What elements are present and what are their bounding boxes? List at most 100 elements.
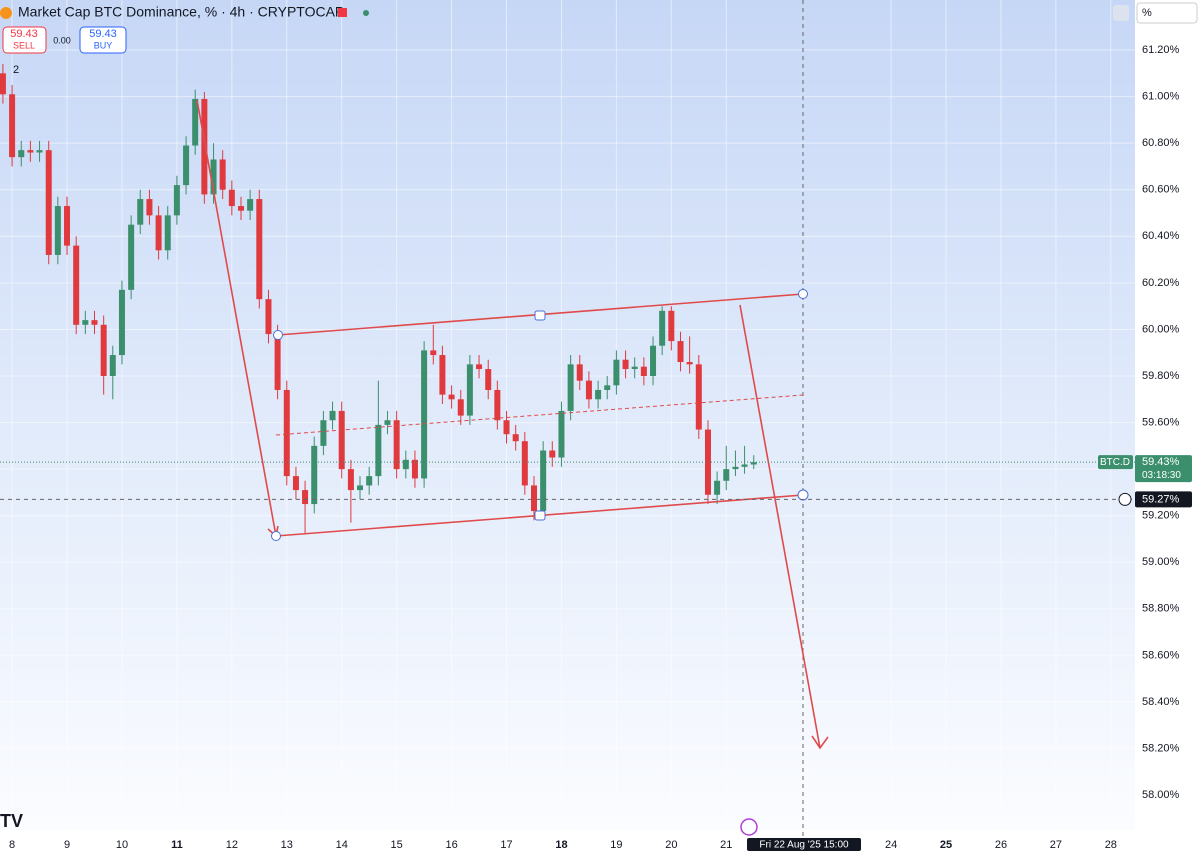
candle-body	[109, 355, 116, 377]
flag-icon[interactable]	[338, 8, 347, 17]
crosshair-price-label: 59.27%	[1142, 493, 1180, 505]
candle-body	[686, 362, 693, 365]
x-tick-label: 9	[64, 839, 70, 851]
candle-body	[219, 159, 226, 190]
header: Market Cap BTC Dominance, % · 4h · CRYPT…	[0, 2, 1198, 836]
candle-body	[485, 369, 492, 390]
candle-body	[302, 490, 309, 505]
x-tick-label: 18	[555, 839, 567, 851]
handle[interactable]	[273, 330, 283, 340]
symbol-icon	[0, 7, 12, 19]
y-tick-label: 58.80%	[1142, 603, 1180, 615]
candle-body	[238, 206, 245, 211]
overlay: 61.20% 61.00% 60.80% 60.60% 60.40% 60.20% 60.0…	[0, 44, 1192, 851]
time-axis	[0, 830, 1200, 851]
x-tick-label: 21	[720, 839, 732, 851]
grid	[0, 0, 1135, 830]
handle[interactable]	[534, 310, 546, 321]
handle[interactable]	[798, 289, 808, 299]
symbol-title: Market Cap BTC Dominance, % · 4h · CRYPT…	[18, 4, 344, 20]
candle-body	[750, 462, 757, 465]
y-tick-label: 61.00%	[1142, 91, 1180, 103]
unit-button[interactable]	[1136, 2, 1198, 24]
x-tick-label: 13	[281, 839, 293, 851]
candle-body	[402, 459, 409, 470]
x-tick-label: 16	[445, 839, 457, 851]
y-tick-label: 59.00%	[1142, 556, 1180, 568]
candle-body	[164, 215, 171, 251]
crosshair-price-box	[1135, 491, 1192, 508]
candle-body	[695, 364, 702, 430]
candle-body	[430, 350, 437, 356]
price-axis	[1135, 0, 1200, 830]
candle-body	[27, 150, 34, 153]
candle-body	[9, 94, 16, 158]
sell-price: 59.43	[10, 28, 38, 40]
event-icon[interactable]	[740, 818, 758, 836]
add-alert-icon[interactable]	[1118, 492, 1132, 506]
candle-body	[723, 469, 730, 481]
candle-body	[714, 480, 721, 495]
candle-body	[530, 485, 537, 512]
candle-body	[659, 310, 666, 346]
candle-body	[292, 476, 299, 491]
handle[interactable]	[534, 510, 546, 521]
candle-body	[613, 359, 620, 386]
y-tick-label: 58.00%	[1142, 789, 1180, 801]
candle-body	[357, 485, 364, 491]
x-tick-label: 26	[995, 839, 1007, 851]
candle-body	[366, 476, 373, 486]
symbol-tag-box	[1098, 455, 1133, 470]
x-tick-label: 25	[940, 839, 952, 851]
candle-body	[155, 215, 162, 251]
candle-body	[503, 420, 510, 435]
symbol-tag: BTC.D	[1100, 457, 1130, 468]
candle-body	[73, 245, 80, 325]
candle-body	[320, 420, 327, 446]
candle-body	[741, 464, 748, 467]
candle-body	[448, 394, 455, 400]
handle[interactable]	[797, 489, 809, 501]
candle-body	[128, 224, 135, 290]
arrow-right	[739, 304, 821, 749]
x-tick-label: 12	[226, 839, 238, 851]
candle-body	[192, 98, 199, 146]
x-tick-label: 15	[391, 839, 403, 851]
candle-body	[421, 350, 428, 479]
x-tick-label: 19	[610, 839, 622, 851]
candle-body	[622, 359, 629, 370]
plot-background	[0, 0, 1135, 830]
candle-body	[576, 364, 583, 381]
candle-body	[82, 320, 89, 325]
handle[interactable]	[271, 531, 281, 541]
candle-body	[64, 206, 71, 246]
candle-body	[265, 299, 272, 335]
candle-body	[45, 150, 52, 255]
y-tick-label: 61.20%	[1142, 44, 1180, 56]
candle-body	[567, 364, 574, 411]
candle-body	[466, 364, 473, 416]
toolbar-icon[interactable]	[1113, 5, 1129, 21]
candle-body	[384, 420, 391, 425]
indicator-count[interactable]: 2	[13, 64, 19, 76]
y-tick-label: 58.60%	[1142, 649, 1180, 661]
candle-body	[512, 434, 519, 442]
candle-body	[210, 159, 217, 195]
candle-body	[604, 385, 611, 390]
y-tick-label: 60.40%	[1142, 230, 1180, 242]
y-tick-label: 59.20%	[1142, 510, 1180, 522]
candle-body	[558, 410, 565, 458]
candle-body	[146, 199, 153, 216]
candle-body	[247, 199, 254, 211]
candle-body	[457, 399, 464, 416]
crosshair-time-box	[747, 838, 861, 851]
buy-button[interactable]	[79, 26, 127, 54]
x-tick-label: 28	[1105, 839, 1117, 851]
candle-body	[375, 424, 382, 477]
unit-label: %	[1142, 7, 1152, 19]
sell-button[interactable]	[2, 26, 47, 54]
y-tick-label: 60.80%	[1142, 137, 1180, 149]
candle-body	[329, 410, 336, 421]
candle-body	[650, 345, 657, 377]
